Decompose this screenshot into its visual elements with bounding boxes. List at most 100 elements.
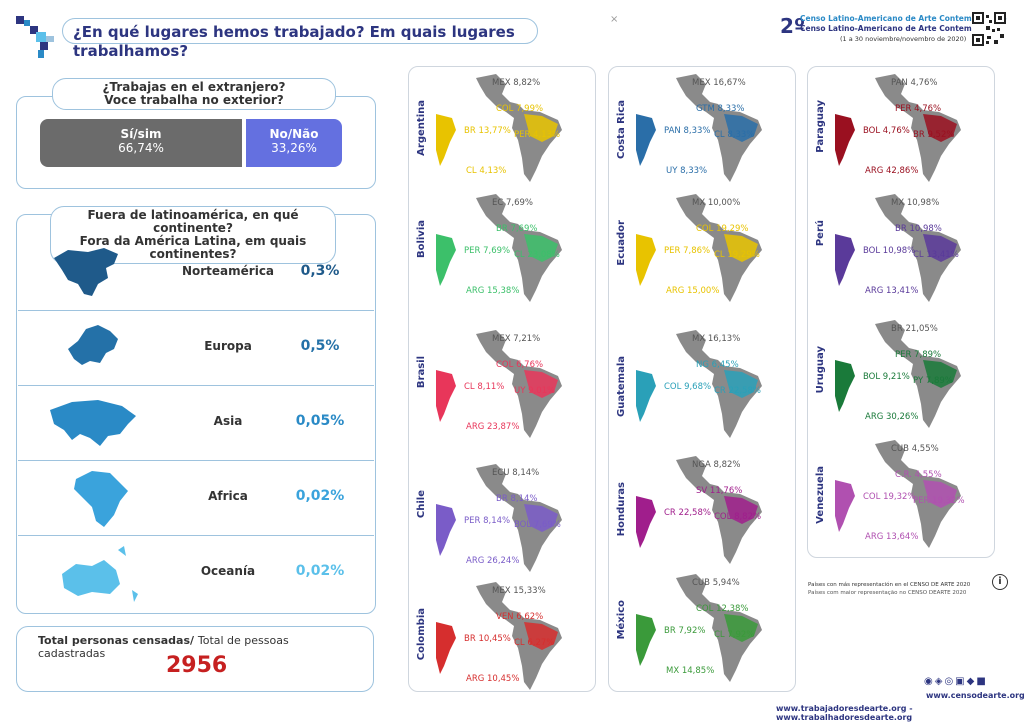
country-block: Chile ECU 8,14% BR 8,14% PER 8,14% BOL 7,69%… bbox=[410, 460, 594, 576]
qr-code-icon bbox=[972, 12, 1006, 46]
destination-label: BR 9,52% bbox=[913, 130, 954, 140]
continent-name: Oceanía bbox=[168, 564, 288, 578]
country-name: Uruguay bbox=[815, 346, 826, 393]
continents-question-es: Fuera de latinoamérica, en qué continent… bbox=[59, 209, 327, 235]
continent-name: Asia bbox=[168, 414, 288, 428]
abroad-question: ¿Trabajas en el extranjero? Voce trabalh… bbox=[52, 78, 336, 110]
social-icons[interactable]: ◉◈◎▣◆■ bbox=[924, 676, 988, 687]
destination-label: COL 19,32% bbox=[863, 492, 915, 502]
country-silhouette-icon bbox=[430, 618, 460, 678]
instagram-icon[interactable]: ▣ bbox=[955, 676, 966, 687]
facebook-icon[interactable]: ■ bbox=[976, 676, 987, 687]
destination-label: VEN 6,62% bbox=[496, 612, 543, 622]
destination-label: MEX 8,82% bbox=[492, 78, 540, 88]
destination-label: CUB 5,94% bbox=[692, 578, 740, 588]
destination-label: EC 7,69% bbox=[492, 198, 533, 208]
country-silhouette-icon bbox=[829, 356, 859, 416]
destination-label: PER 4,13% bbox=[514, 130, 560, 140]
destination-label: BR 7,92% bbox=[664, 626, 705, 636]
telegram-icon[interactable]: ◈ bbox=[935, 676, 945, 687]
destination-label: CL 23,08% bbox=[514, 250, 560, 260]
country-silhouette-icon bbox=[630, 610, 660, 670]
country-name: Chile bbox=[416, 490, 427, 518]
destination-label: CL 8,11% bbox=[464, 382, 504, 392]
destination-label: COL 12,38% bbox=[696, 604, 748, 614]
destination-label: GTM 8,33% bbox=[696, 104, 745, 114]
country-silhouette-icon bbox=[430, 110, 460, 170]
country-silhouette-icon bbox=[630, 366, 660, 426]
destination-label: CL 6,27% bbox=[514, 638, 554, 648]
country-block: Bolivia EC 7,69% BR 7,69% PER 7,69% CL 23,08… bbox=[410, 190, 594, 306]
destination-label: MEX 16,67% bbox=[692, 78, 746, 88]
destination-label: ARG 10,45% bbox=[466, 674, 519, 684]
continent-row: Europa 0,5% bbox=[18, 311, 374, 386]
country-name: Perú bbox=[815, 220, 826, 246]
destination-label: CL 7,92% bbox=[714, 630, 754, 640]
country-block: Colombia MEX 15,33% VEN 6,62% BR 10,45% CL 6… bbox=[410, 578, 594, 694]
destination-label: NGA 8,82% bbox=[692, 460, 740, 470]
destination-label: MX 16,13% bbox=[692, 334, 740, 344]
continent-name: Africa bbox=[168, 489, 288, 503]
destination-label: BR 21,05% bbox=[891, 324, 938, 334]
destination-label: CUB 4,55% bbox=[891, 444, 939, 454]
continent-value: 0,5% bbox=[290, 338, 350, 354]
yes-value: 66,74% bbox=[40, 141, 242, 155]
destination-label: BOL 7,69% bbox=[514, 520, 561, 530]
destination-label: CL 4,13% bbox=[466, 166, 506, 176]
country-name: Paraguay bbox=[815, 100, 826, 153]
country-name: Bolivia bbox=[416, 220, 427, 258]
country-block: Paraguay PAN 4,76% PER 4,76% BOL 4,76% BR 9,… bbox=[809, 70, 993, 186]
country-silhouette-icon bbox=[829, 110, 859, 170]
totals-value: 2956 bbox=[166, 653, 227, 678]
destination-label: CR 22,58% bbox=[714, 386, 761, 396]
destination-label: COL 9,68% bbox=[664, 382, 711, 392]
destination-label: PY 7,89% bbox=[913, 376, 953, 386]
destination-label: PER 7,89% bbox=[895, 350, 941, 360]
destination-label: PAN 4,76% bbox=[891, 78, 937, 88]
country-block: Ecuador MX 10,00% COL 19,29% PER 7,86% CL 19… bbox=[610, 190, 794, 306]
totals-label-es: Total personas censadas/ bbox=[38, 634, 194, 647]
country-name: México bbox=[616, 600, 627, 639]
continent-row: Norteamérica 0,3% bbox=[18, 236, 374, 311]
country-silhouette-icon bbox=[829, 476, 859, 536]
continent-value: 0,02% bbox=[290, 563, 350, 579]
country-silhouette-icon bbox=[430, 500, 460, 560]
whatsapp-icon[interactable]: ◉ bbox=[924, 676, 935, 687]
destination-label: ARG 13,41% bbox=[865, 286, 918, 296]
sites-trabajadores[interactable]: www.trabajadoresdearte.org - www.trabalh… bbox=[776, 704, 1024, 722]
country-name: Costa Rica bbox=[616, 100, 627, 159]
country-silhouette-icon bbox=[630, 230, 660, 290]
country-name: Ecuador bbox=[616, 220, 627, 266]
country-name: Argentina bbox=[416, 100, 427, 156]
destination-label: UY 8,33% bbox=[666, 166, 707, 176]
destination-label: PAN 8,33% bbox=[664, 126, 710, 136]
close-icon[interactable]: × bbox=[610, 14, 618, 25]
twitter-icon[interactable]: ◆ bbox=[967, 676, 977, 687]
africa-icon bbox=[58, 465, 148, 531]
no-value: 33,26% bbox=[246, 141, 342, 155]
abroad-question-pt: Voce trabalha no exterior? bbox=[61, 94, 327, 107]
site-censo[interactable]: www.censodearte.org bbox=[926, 691, 1024, 700]
no-label: No/Não bbox=[246, 127, 342, 141]
country-block: Perú MX 10,98% BR 10,98% BOL 10,98% CL 13,41… bbox=[809, 190, 993, 306]
destination-label: NG 6,45% bbox=[696, 360, 739, 370]
info-icon[interactable]: i bbox=[992, 574, 1008, 590]
legend-pt: Países com maior representação no CENSO … bbox=[808, 590, 966, 596]
country-block: Guatemala MX 16,13% NG 6,45% COL 9,68% CR 22… bbox=[610, 326, 794, 442]
destination-label: COL 6,76% bbox=[496, 360, 543, 370]
destination-label: BR 10,45% bbox=[464, 634, 511, 644]
chat-icon[interactable]: ◎ bbox=[944, 676, 955, 687]
destination-label: ECU 8,14% bbox=[492, 468, 539, 478]
destination-label: PER 7,69% bbox=[464, 246, 510, 256]
country-block: Argentina MEX 8,82% COL 7,99% BR 13,77% PER … bbox=[410, 70, 594, 186]
destination-label: PER 7,86% bbox=[664, 246, 710, 256]
destination-label: ARG 30,26% bbox=[865, 412, 918, 422]
yes-bar: Sí/sim 66,74% bbox=[40, 119, 242, 167]
destination-label: C.R. 4,55% bbox=[895, 470, 942, 480]
destination-label: BR 10,98% bbox=[895, 224, 942, 234]
logo-map bbox=[14, 12, 60, 62]
country-silhouette-icon bbox=[630, 110, 660, 170]
continent-value: 0,3% bbox=[290, 263, 350, 279]
destination-label: BR 13,77% bbox=[464, 126, 511, 136]
destination-label: UY 9,01% bbox=[514, 386, 555, 396]
